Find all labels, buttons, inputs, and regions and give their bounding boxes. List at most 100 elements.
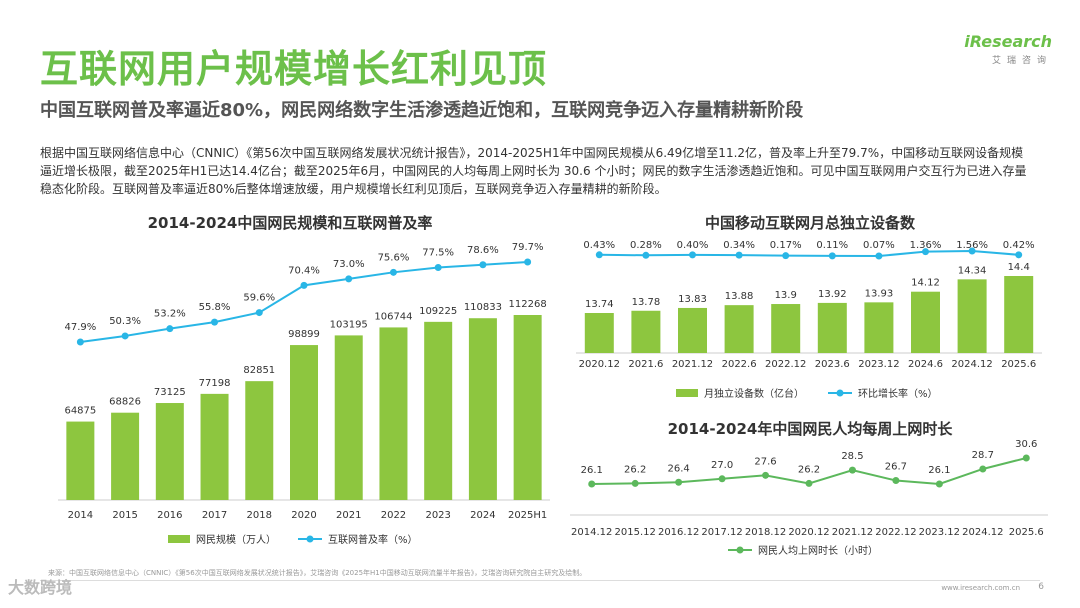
chart3-point-label: 26.2 [624, 464, 646, 475]
chart3-line-point [935, 480, 943, 488]
page-subtitle: 中国互联网普及率逼近80%，网民网络数字生活渗透趋近饱和，互联网竞争迈入存量精耕… [40, 100, 804, 121]
chart1-line-label: 47.9% [64, 322, 96, 333]
chart1-bar [66, 421, 95, 500]
chart2-line-label: 0.07% [863, 240, 895, 251]
chart2-bar [771, 304, 801, 353]
chart1-legend-line-label: 互联网普及率（%） [328, 533, 418, 546]
chart1-line-label: 78.6% [467, 245, 499, 256]
chart2-bar [911, 291, 940, 353]
chart1-tick-label: 2017 [202, 510, 227, 521]
chart3-tick-label: 2016.12 [658, 527, 699, 538]
chart3-line-point [762, 471, 770, 479]
chart2-bar-label: 13.9 [775, 290, 797, 301]
chart1-bar-label: 106744 [374, 311, 412, 322]
chart1-bar-label: 109225 [419, 306, 457, 317]
chart1-bar [111, 412, 140, 500]
chart2-bar [1004, 276, 1034, 353]
chart2-bar-label: 13.78 [632, 297, 661, 308]
chart1-tick-label: 2025H1 [508, 510, 547, 521]
chart1-line-label: 70.4% [288, 265, 320, 276]
chart1-tick-label: 2021 [336, 510, 361, 521]
chart1-line-label: 50.3% [109, 316, 141, 327]
chart2-tick-label: 2021.6 [628, 359, 663, 370]
chart1-line-point [76, 338, 84, 346]
chart2-line [599, 249, 1019, 258]
chart2-bar-label: 13.92 [818, 289, 847, 300]
chart2-line-label: 0.40% [677, 240, 709, 251]
chart2-line-label: 1.36% [910, 240, 942, 251]
chart1-bar [379, 327, 408, 500]
chart3-point-label: 28.7 [972, 450, 994, 461]
chart2-mobile-devices: 13.74 2020.12 0.43% 13.78 2021.6 0.28% 13.83 20… [576, 240, 1042, 400]
chart3-point-label: 26.1 [928, 465, 950, 476]
chart2-legend-bar-label: 月独立设备数（亿台） [704, 387, 804, 400]
chart1-bar-label: 98899 [288, 329, 320, 340]
chart3-point-label: 26.1 [581, 465, 603, 476]
chart2-line-point [828, 252, 836, 260]
chart2-line-point [1015, 251, 1023, 259]
chart2-bar [957, 279, 987, 353]
chart2-tick-label: 2025.6 [1001, 359, 1036, 370]
chart3-line-point [631, 479, 639, 487]
chart3-tick-label: 2020.12 [788, 527, 829, 538]
chart3-tick-label: 2021.12 [832, 527, 873, 538]
chart1-bar-label: 77198 [199, 378, 231, 389]
chart2-tick-label: 2023.12 [858, 359, 899, 370]
chart1-bar-label: 73125 [154, 387, 186, 398]
chart1-tick-label: 2020 [291, 510, 316, 521]
chart3-point-label: 26.4 [668, 463, 690, 474]
chart2-tick-label: 2021.12 [672, 359, 713, 370]
logo-subtext: 艾瑞咨询 [991, 56, 1052, 66]
chart3-point-label: 26.7 [885, 462, 907, 473]
chart2-line-point [642, 251, 650, 259]
chart3-line-point [848, 466, 856, 474]
chart2-legend-line-label: 环比增长率（%） [858, 387, 938, 400]
chart2-tick-label: 2024.12 [951, 359, 992, 370]
chart2-bar-label: 14.34 [958, 265, 987, 276]
chart1-line-point [255, 309, 263, 317]
chart3-line-point [979, 465, 987, 473]
chart2-tick-label: 2024.6 [908, 359, 943, 370]
chart2-line-label: 0.28% [630, 240, 662, 251]
chart1-line-point [434, 264, 442, 272]
chart3-line-point [892, 477, 900, 485]
watermark: 大数跨境 [8, 578, 73, 597]
chart3-tick-label: 2018.12 [745, 527, 786, 538]
chart2-line-label: 0.42% [1003, 240, 1035, 251]
chart2-bar-label: 14.4 [1008, 262, 1030, 273]
chart1-tick-label: 2024 [470, 510, 495, 521]
chart2-line-point [922, 248, 929, 256]
chart1-bar-label: 82851 [243, 365, 275, 376]
chart1-line-label: 73.0% [333, 259, 365, 270]
chart2-legend-bar-swatch [676, 389, 698, 397]
chart2-bar [631, 310, 661, 353]
chart1-bar-label: 110833 [464, 302, 502, 313]
chart1-tick-label: 2018 [247, 510, 272, 521]
chart2-bar-label: 13.74 [585, 299, 614, 310]
chart1-internet-users: 64875 2014 47.9% 68826 2015 50.3% 73125 2016 53.… [58, 242, 550, 546]
chart1-title: 2014-2024中国网民规模和互联网普及率 [147, 214, 433, 232]
chart1-bar [513, 315, 542, 500]
source-note: 来源：中国互联网络信息中心（CNNIC）《第56次中国互联网络发展状况统计报告》… [48, 569, 587, 577]
chart1-tick-label: 2014 [68, 510, 93, 521]
chart1-bar [155, 403, 184, 500]
summary-paragraph: 根据中国互联网络信息中心（CNNIC）《第56次中国互联网络发展状况统计报告》，… [40, 146, 1027, 196]
chart1-line-label: 77.5% [422, 248, 454, 259]
chart1-line-point [211, 318, 219, 326]
chart1-line-point [389, 268, 397, 276]
chart2-line-point [595, 251, 603, 259]
chart3-tick-label: 2024.12 [962, 527, 1003, 538]
chart2-bar-label: 14.12 [911, 278, 940, 289]
chart3-tick-label: 2022.12 [875, 527, 916, 538]
chart1-tick-label: 2022 [381, 510, 406, 521]
page-title: 互联网用户规模增长红利见顶 [40, 47, 548, 91]
chart3-legend-dot [736, 546, 744, 554]
chart1-line-point [166, 325, 174, 333]
chart1-legend-line-dot [306, 535, 314, 543]
chart1-bar [245, 381, 274, 500]
site-url: www.iresearch.com.cn [941, 584, 1020, 592]
chart3-point-label: 30.6 [1015, 439, 1037, 450]
chart1-bar [334, 335, 363, 500]
chart1-line-point [479, 261, 487, 269]
chart2-bar [864, 302, 894, 353]
